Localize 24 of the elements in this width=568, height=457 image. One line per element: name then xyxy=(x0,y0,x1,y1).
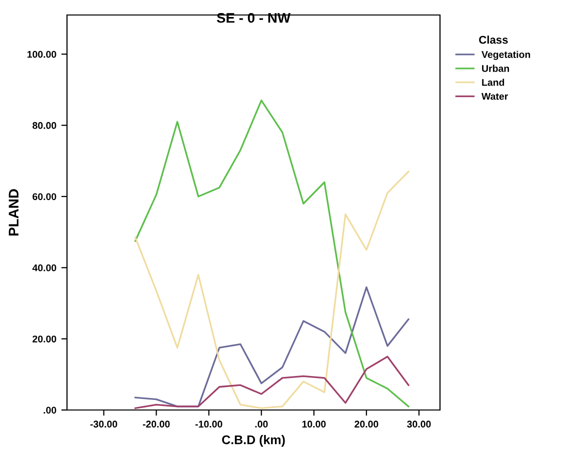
legend-title: Class xyxy=(479,36,508,44)
y-tick-label: 60.00 xyxy=(32,193,56,200)
x-tick-label: -30.00 xyxy=(90,420,118,428)
x-tick-label: -20.00 xyxy=(142,420,170,428)
line-series xyxy=(134,170,410,410)
x-axis-title: C.B.D (km) xyxy=(222,435,285,447)
x-tick-label: .00 xyxy=(255,420,268,428)
x-tick-label: 20.00 xyxy=(354,420,378,428)
legend-label: Water xyxy=(481,92,508,100)
x-tick-label: 30.00 xyxy=(407,420,431,428)
y-tick-label: 80.00 xyxy=(32,122,56,129)
x-tick-label: -10.00 xyxy=(195,420,222,428)
y-tick-label: 100.00 xyxy=(27,50,56,58)
line-series xyxy=(134,356,410,410)
legend-label: Land xyxy=(482,78,504,86)
y-axis-title: PLAND xyxy=(8,189,18,236)
line-series xyxy=(134,100,410,408)
legend-label: Urban xyxy=(482,64,509,72)
x-tick-label: 10.00 xyxy=(302,420,326,428)
y-tick-label: 20.00 xyxy=(32,336,56,342)
y-tick-label: .00 xyxy=(44,406,56,414)
line-series xyxy=(134,286,410,408)
y-tick-label: 40.00 xyxy=(32,264,56,272)
legend-label: Vegetation xyxy=(482,50,530,60)
